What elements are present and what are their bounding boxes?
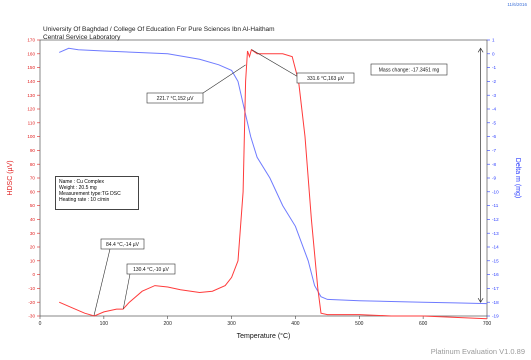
y-right-tick-label--19: -19 xyxy=(492,314,499,319)
y-left-tick-label-150: 150 xyxy=(27,65,35,70)
annotation-box-4 xyxy=(126,263,176,275)
y-right-tick-label-1: 1 xyxy=(492,38,495,43)
y-left-tick-label--30: -30 xyxy=(28,314,35,319)
y-left-tick-label-100: 100 xyxy=(27,134,35,139)
y-left-tick-label-120: 120 xyxy=(27,107,35,112)
header-title: University Of Baghdad / College Of Educa… xyxy=(43,26,275,33)
annotation-label-3: 84.4 °C,-14 µV xyxy=(106,242,140,248)
x-axis-label: Temperature (°C) xyxy=(237,332,291,340)
y-right-tick-label--8: -8 xyxy=(492,162,497,167)
y-right-tick-label--11: -11 xyxy=(492,203,499,208)
sample-name: Name : Cu Complex xyxy=(59,179,105,185)
y-right-tick-label--9: -9 xyxy=(492,176,497,181)
y-left-tick-label-0: 0 xyxy=(32,272,35,277)
mass-change-arrowhead-bottom xyxy=(477,298,484,303)
y-right-tick-label--16: -16 xyxy=(492,272,499,277)
tg-mass-curve xyxy=(59,47,488,305)
x-tick-label-400: 400 xyxy=(291,321,300,327)
header-subtitle: Central Service Laboratory xyxy=(43,34,121,41)
y-left-tick-label-40: 40 xyxy=(30,217,36,222)
annotation-label-2: Mass change: -17.3451 mg xyxy=(379,67,440,73)
annotation-box-3 xyxy=(100,238,145,250)
x-tick-label-700: 700 xyxy=(483,321,492,327)
y-right-tick-label--2: -2 xyxy=(492,79,497,84)
annotation-box-2 xyxy=(370,63,448,76)
y-right-tick-label--6: -6 xyxy=(492,134,497,139)
y-left-tick-label-140: 140 xyxy=(27,79,35,84)
dsc-heat-flow-curve xyxy=(59,48,488,320)
y-left-tick-label-10: 10 xyxy=(30,258,36,263)
y-left-tick-label-90: 90 xyxy=(30,148,36,153)
annotation-box-0 xyxy=(146,92,204,104)
y-left-tick-label-50: 50 xyxy=(30,203,36,208)
x-tick-label-100: 100 xyxy=(100,321,109,327)
y-left-tick-label-80: 80 xyxy=(30,162,36,167)
annotation-label-1: 331.6 °C,163 µV xyxy=(307,76,345,82)
x-tick-label-500: 500 xyxy=(355,321,364,327)
y-left-tick-label--10: -10 xyxy=(28,286,35,291)
y-left-tick-label-160: 160 xyxy=(27,51,35,56)
annotation-leader-1 xyxy=(251,49,301,79)
annotation-leader-4 xyxy=(122,273,131,310)
measurement-type: Measurement type:TG DSC xyxy=(59,191,121,197)
y-right-tick-label--12: -12 xyxy=(492,217,499,222)
y-right-tick-label--15: -15 xyxy=(492,258,499,263)
y-left-tick-label-30: 30 xyxy=(30,231,36,236)
y-right-tick-label--13: -13 xyxy=(492,231,499,236)
y-right-tick-label--18: -18 xyxy=(492,300,499,305)
x-tick-label-200: 200 xyxy=(164,321,173,327)
y-right-tick-label--10: -10 xyxy=(492,189,499,194)
y-left-tick-label--20: -20 xyxy=(28,300,35,305)
y-right-tick-label--3: -3 xyxy=(492,93,497,98)
annotation-leader-3 xyxy=(93,248,111,317)
y-right-axis-label: Delta m (mg) xyxy=(514,158,521,198)
annotation-leader-0 xyxy=(199,64,246,96)
sample-weight: Weight : 20.5 mg xyxy=(59,185,97,191)
sample-info-box: Name : Cu Complex Weight : 20.5 mg Measu… xyxy=(55,176,139,210)
software-version: Platinum Evaluation V1.0.89 xyxy=(430,347,525,356)
annotation-box-1 xyxy=(296,72,355,84)
y-left-tick-label-20: 20 xyxy=(30,245,36,250)
y-left-tick-label-130: 130 xyxy=(27,93,35,98)
y-left-tick-label-70: 70 xyxy=(30,176,36,181)
x-tick-label-300: 300 xyxy=(227,321,236,327)
y-right-tick-label--17: -17 xyxy=(492,286,499,291)
y-left-tick-label-60: 60 xyxy=(30,189,36,194)
x-tick-label-0: 0 xyxy=(39,321,42,327)
y-left-tick-label-170: 170 xyxy=(27,38,35,43)
y-right-tick-label--5: -5 xyxy=(492,120,497,125)
header-date: 11/6/2016 xyxy=(507,2,527,7)
y-right-tick-label-0: 0 xyxy=(492,51,495,56)
y-left-tick-label-110: 110 xyxy=(28,120,36,125)
y-left-axis-label: HDSC (µV) xyxy=(7,160,14,195)
y-right-tick-label--7: -7 xyxy=(492,148,497,153)
annotation-label-4: 130.4 °C,-10 µV xyxy=(133,267,169,273)
y-right-tick-label--1: -1 xyxy=(492,65,497,70)
annotation-label-0: 221.7 °C,152 µV xyxy=(157,96,195,102)
y-right-tick-label--4: -4 xyxy=(492,107,497,112)
y-right-tick-label--14: -14 xyxy=(492,245,499,250)
x-tick-label-600: 600 xyxy=(419,321,428,327)
heating-rate: Heating rate : 10 c/min xyxy=(59,197,110,203)
mass-change-arrowhead-top xyxy=(477,47,484,53)
